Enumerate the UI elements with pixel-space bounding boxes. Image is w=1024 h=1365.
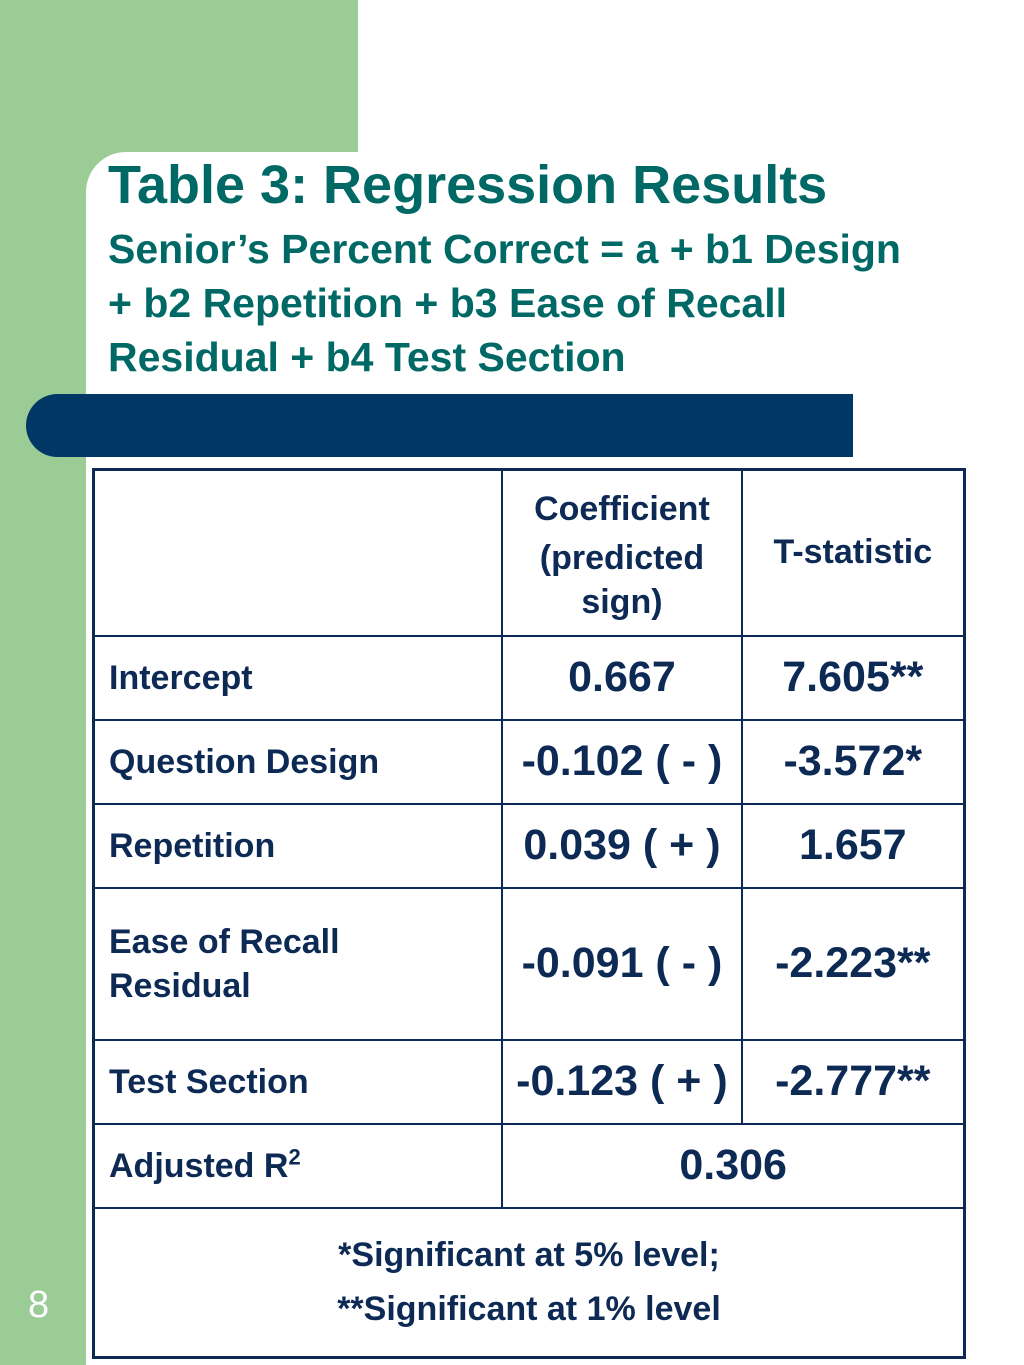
row-coefficient: -0.102 ( - ): [501, 718, 743, 805]
adjusted-r2-superscript: 2: [288, 1144, 301, 1170]
row-tstatistic: -2.223**: [740, 886, 966, 1041]
footnote-1pct: **Significant at 1% level: [337, 1290, 721, 1329]
navy-divider-bar: [26, 394, 853, 457]
adjusted-r2-text: Adjusted R: [109, 1146, 289, 1185]
regression-table: Coefficient (predicted sign) T-statistic…: [92, 468, 966, 1359]
top-green-block: [0, 0, 358, 152]
footnote-row: *Significant at 5% level; **Significant …: [92, 1206, 966, 1359]
row-tstatistic: -2.777**: [740, 1038, 966, 1125]
row-tstatistic: -3.572*: [740, 718, 966, 805]
header-coefficient: Coefficient (predicted sign): [501, 468, 743, 637]
header-coefficient-line1: Coefficient: [534, 489, 710, 528]
footnote-5pct: *Significant at 5% level;: [338, 1236, 720, 1275]
table-row: Ease of Recall Residual -0.091 ( - ) -2.…: [92, 886, 966, 1041]
row-label: Question Design: [92, 718, 504, 805]
footnote-cell: *Significant at 5% level; **Significant …: [92, 1206, 966, 1359]
header-tstatistic: T-statistic: [740, 468, 966, 637]
header-coefficient-line2: (predicted sign): [539, 538, 705, 621]
row-coefficient: -0.091 ( - ): [501, 886, 743, 1041]
row-tstatistic: 1.657: [740, 802, 966, 889]
row-coefficient: 0.667: [501, 634, 743, 721]
row-coefficient: -0.123 ( + ): [501, 1038, 743, 1125]
row-coefficient: 0.039 ( + ): [501, 802, 743, 889]
row-label: Ease of Recall Residual: [92, 886, 504, 1041]
row-tstatistic: 7.605**: [740, 634, 966, 721]
table-header-row: Coefficient (predicted sign) T-statistic: [92, 468, 966, 637]
slide-title: Table 3: Regression Results: [108, 155, 828, 215]
adjusted-r2-value: 0.306: [501, 1122, 966, 1209]
page-number: 8: [28, 1284, 50, 1326]
table-row: Test Section -0.123 ( + ) -2.777**: [92, 1038, 966, 1125]
row-label: Intercept: [92, 634, 504, 721]
regression-equation: Senior’s Percent Correct = a + b1 Design…: [108, 226, 901, 380]
left-green-band: [0, 0, 86, 1365]
adjusted-r2-label: Adjusted R2: [92, 1122, 504, 1209]
adjusted-r2-row: Adjusted R2 0.306: [92, 1122, 966, 1209]
header-empty-cell: [92, 468, 504, 637]
table-row: Intercept 0.667 7.605**: [92, 634, 966, 721]
row-label: Test Section: [92, 1038, 504, 1125]
table-row: Question Design -0.102 ( - ) -3.572*: [92, 718, 966, 805]
row-label: Repetition: [92, 802, 504, 889]
table-row: Repetition 0.039 ( + ) 1.657: [92, 802, 966, 889]
